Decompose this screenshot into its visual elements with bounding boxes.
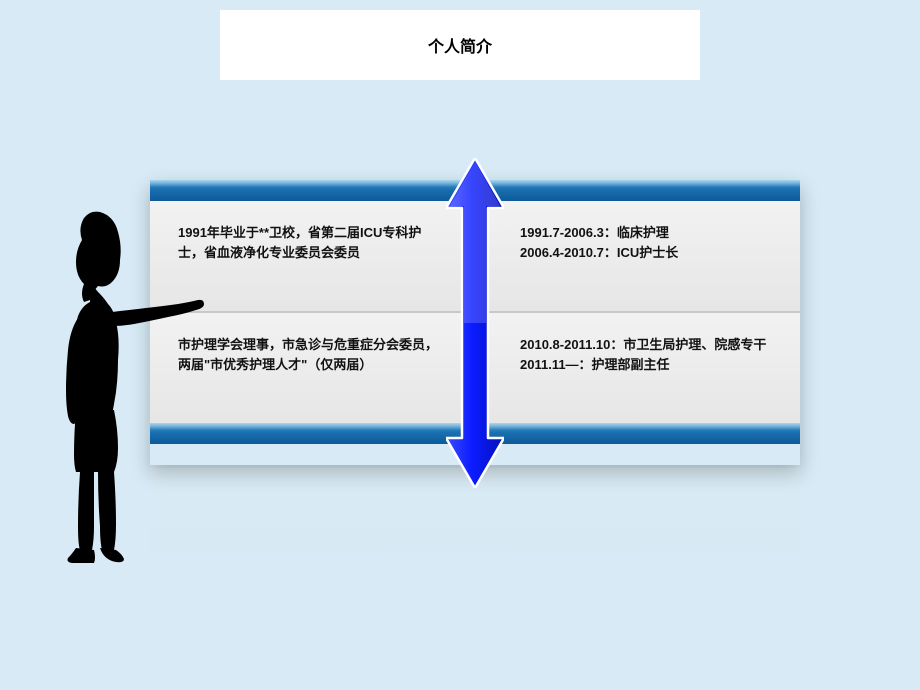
cell-bottom-right: 2010.8-2011.10：市卫生局护理、院感专干 2011.11—：护理部副… (458, 313, 800, 423)
panel-bar-bottom (150, 423, 800, 444)
cell-bottom-left: 市护理学会理事，市急诊与危重症分会委员，两届"市优秀护理人才"（仅两届） (150, 313, 458, 423)
panel-bar-top (150, 180, 800, 201)
profile-panel: 1991年毕业于**卫校，省第二届ICU专科护士，省血液净化专业委员会委员 19… (150, 180, 800, 465)
panel-reflection (150, 468, 800, 588)
page-title: 个人简介 (220, 10, 700, 80)
cell-top-right: 1991.7-2006.3：临床护理 2006.4-2010.7：ICU护士长 (458, 201, 800, 311)
page-title-text: 个人简介 (428, 33, 492, 57)
panel-row-2: 市护理学会理事，市急诊与危重症分会委员，两届"市优秀护理人才"（仅两届） 201… (150, 313, 800, 423)
cell-top-left: 1991年毕业于**卫校，省第二届ICU专科护士，省血液净化专业委员会委员 (150, 201, 458, 311)
panel-row-1: 1991年毕业于**卫校，省第二届ICU专科护士，省血液净化专业委员会委员 19… (150, 201, 800, 311)
